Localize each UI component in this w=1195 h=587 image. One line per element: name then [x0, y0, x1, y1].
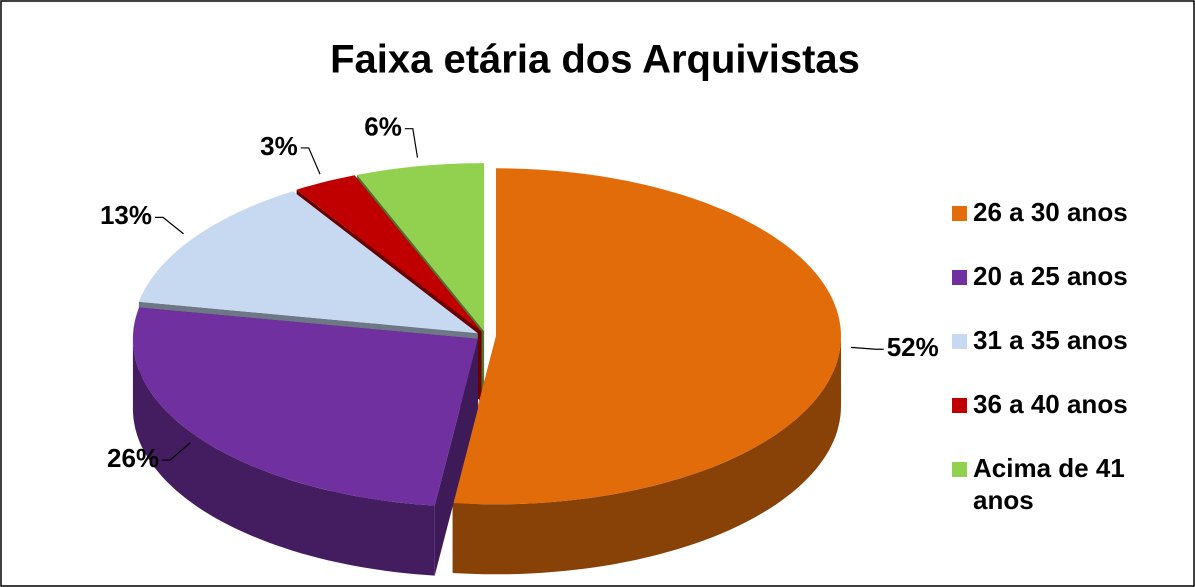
- legend-label: 20 a 25 anos: [973, 261, 1128, 291]
- leader-line: [162, 442, 191, 461]
- legend-swatch: [952, 398, 967, 413]
- legend-swatch: [952, 270, 967, 285]
- data-label: 3%: [260, 131, 298, 161]
- slice: [132, 307, 478, 506]
- slice: [357, 163, 485, 332]
- legend-item: 20 a 25 anos: [952, 260, 1182, 324]
- slice: [452, 168, 841, 505]
- legend-label: 36 a 40 anos: [973, 389, 1128, 419]
- leader-line: [850, 346, 884, 350]
- legend-item: 36 a 40 anos: [952, 388, 1182, 452]
- slice-side: [452, 336, 841, 575]
- leader-line: [300, 147, 321, 175]
- legend-item: 31 a 35 anos: [952, 324, 1182, 388]
- legend-label: Acima de 41 anos: [973, 453, 1125, 515]
- leader-line: [155, 216, 184, 235]
- data-label: 26%: [107, 443, 159, 473]
- legend-item: Acima de 41 anos: [952, 452, 1182, 516]
- pie: [132, 163, 841, 576]
- data-label: 52%: [887, 332, 939, 362]
- chart-title: Faixa etária dos Arquivistas: [330, 38, 860, 82]
- legend-swatch: [952, 334, 967, 349]
- slice-side: [132, 338, 435, 576]
- legend-label: 26 a 30 anos: [973, 197, 1128, 227]
- data-label: 13%: [100, 200, 152, 230]
- data-label: 6%: [364, 112, 402, 142]
- slice: [296, 175, 482, 332]
- legend-item: 26 a 30 anos: [952, 196, 1182, 260]
- legend-label: 31 a 35 anos: [973, 325, 1128, 355]
- legend-swatch: [952, 206, 967, 221]
- slice: [138, 191, 478, 334]
- leader-line: [404, 128, 419, 158]
- legend: 26 a 30 anos 20 a 25 anos 31 a 35 anos 36 a…: [952, 196, 1182, 516]
- legend-swatch: [952, 462, 967, 477]
